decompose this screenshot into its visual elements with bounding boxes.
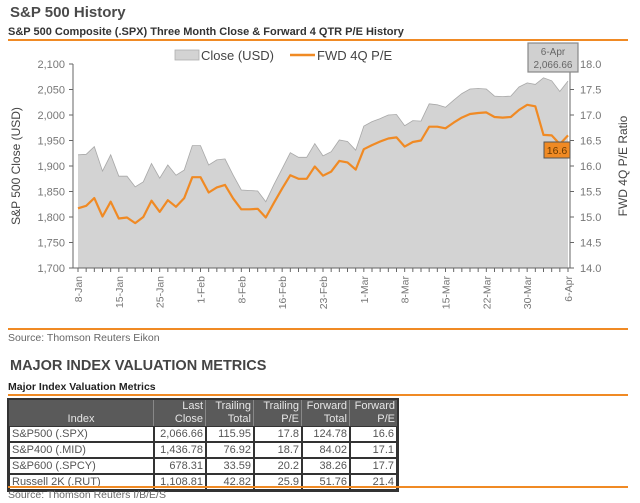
cell-forward-total: 84.02 xyxy=(302,442,350,458)
y-tick-label: 1,700 xyxy=(37,263,65,275)
y2-tick-label: 17.5 xyxy=(580,85,601,97)
table-row: S&P500 (.SPX) 2,066.66 115.95 17.8 124.78 16.… xyxy=(9,426,397,442)
x-tick-label: 15-Jan xyxy=(114,276,126,308)
y2-tick-label: 14.5 xyxy=(580,238,601,250)
x-tick-label: 8-Mar xyxy=(400,275,412,303)
header-index: Index xyxy=(9,400,154,426)
x-tick-label: 15-Mar xyxy=(441,276,453,310)
header-trailing-pe: Trailing P/E xyxy=(254,400,302,426)
section-title: MAJOR INDEX VALUATION METRICS xyxy=(10,358,267,374)
cell-trailing-pe: 20.2 xyxy=(254,458,302,474)
table-source: Source: Thomson Reuters I/B/E/S xyxy=(8,486,628,501)
cell-last-close: 1,436.78 xyxy=(154,442,206,458)
legend-pe-label: FWD 4Q P/E xyxy=(317,48,392,63)
cell-trailing-total: 33.59 xyxy=(206,458,254,474)
close-annotation-box xyxy=(527,42,579,73)
table-title: Major Index Valuation Metrics xyxy=(8,381,628,396)
y2-axis-title: FWD 4Q P/E Ratio xyxy=(616,115,630,216)
sp500-chart: 1,700 1,750 1,800 1,850 1,900 1,950 2,000 2,050… xyxy=(9,42,630,310)
pe-annotation-value: 16.6 xyxy=(547,145,568,157)
y2-tick-label: 14.0 xyxy=(580,263,601,275)
y-tick-label: 1,950 xyxy=(37,136,65,148)
cell-index: S&P500 (.SPX) xyxy=(9,426,154,442)
x-tick-label: 22-Mar xyxy=(481,276,493,310)
y2-tick-label: 16.0 xyxy=(580,161,601,173)
chart-subtitle: S&P 500 Composite (.SPX) Three Month Clo… xyxy=(8,26,628,41)
table-row: S&P600 (.SPCY) 678.31 33.59 20.2 38.26 17.7 xyxy=(9,458,397,474)
chart-source: Source: Thomson Reuters Eikon xyxy=(8,328,628,344)
x-tick-label: 23-Feb xyxy=(318,276,330,309)
y-tick-label: 1,850 xyxy=(37,187,65,199)
close-line xyxy=(77,77,569,203)
y2-tick-label: 16.5 xyxy=(580,136,601,148)
page-title: S&P 500 History xyxy=(10,4,126,21)
y2-tick-label: 15.5 xyxy=(580,187,601,199)
cell-forward-pe: 17.7 xyxy=(350,458,397,474)
y-tick-label: 1,750 xyxy=(37,238,65,250)
cell-forward-pe: 16.6 xyxy=(350,426,397,442)
header-forward-pe: Forward P/E xyxy=(350,400,397,426)
y-tick-label: 1,900 xyxy=(37,161,65,173)
table-header-row: Index Last Close Trailing Total Trailing P/… xyxy=(9,400,397,426)
header-trailing-total: Trailing Total xyxy=(206,400,254,426)
y2-tick-label: 18.0 xyxy=(580,59,601,71)
cell-last-close: 2,066.66 xyxy=(154,426,206,442)
header-forward-total: Forward Total xyxy=(302,400,350,426)
y2-tick-label: 15.0 xyxy=(580,212,601,224)
y-tick-label: 1,800 xyxy=(37,212,65,224)
cell-forward-total: 124.78 xyxy=(302,426,350,442)
cell-trailing-total: 76.92 xyxy=(206,442,254,458)
x-tick-label: 25-Jan xyxy=(155,276,167,308)
cell-forward-pe: 17.1 xyxy=(350,442,397,458)
pe-line xyxy=(77,103,569,225)
x-tick-label: 8-Jan xyxy=(73,276,85,302)
legend-close-label: Close (USD) xyxy=(201,48,274,63)
legend-close-swatch xyxy=(174,49,200,61)
cell-last-close: 678.31 xyxy=(154,458,206,474)
y-tick-label: 2,050 xyxy=(37,85,65,97)
valuation-table: Index Last Close Trailing Total Trailing P/… xyxy=(7,398,399,492)
y-tick-label: 2,000 xyxy=(37,110,65,122)
cell-trailing-pe: 18.7 xyxy=(254,442,302,458)
close-area xyxy=(78,77,568,268)
x-tick-label: 1-Mar xyxy=(359,275,371,303)
cell-trailing-total: 115.95 xyxy=(206,426,254,442)
pe-annotation-box xyxy=(543,141,571,159)
cell-trailing-pe: 17.8 xyxy=(254,426,302,442)
x-tick-label: 16-Feb xyxy=(277,276,289,309)
cell-index: S&P600 (.SPCY) xyxy=(9,458,154,474)
x-tick-label: 6-Apr xyxy=(563,276,575,302)
cell-forward-total: 38.26 xyxy=(302,458,350,474)
close-annotation-value: 2,066.66 xyxy=(534,60,573,71)
header-last-close: Last Close xyxy=(154,400,206,426)
x-tick-label: 8-Feb xyxy=(236,276,248,304)
close-annotation-date: 6-Apr xyxy=(541,47,566,58)
y-axis-title: S&P 500 Close (USD) xyxy=(9,107,23,225)
x-tick-label: 1-Feb xyxy=(196,276,208,304)
x-tick-label: 30-Mar xyxy=(522,276,534,310)
y-tick-label: 2,100 xyxy=(37,59,65,71)
cell-index: S&P400 (.MID) xyxy=(9,442,154,458)
table-row: S&P400 (.MID) 1,436.78 76.92 18.7 84.02 17.1 xyxy=(9,442,397,458)
y2-tick-label: 17.0 xyxy=(580,110,601,122)
